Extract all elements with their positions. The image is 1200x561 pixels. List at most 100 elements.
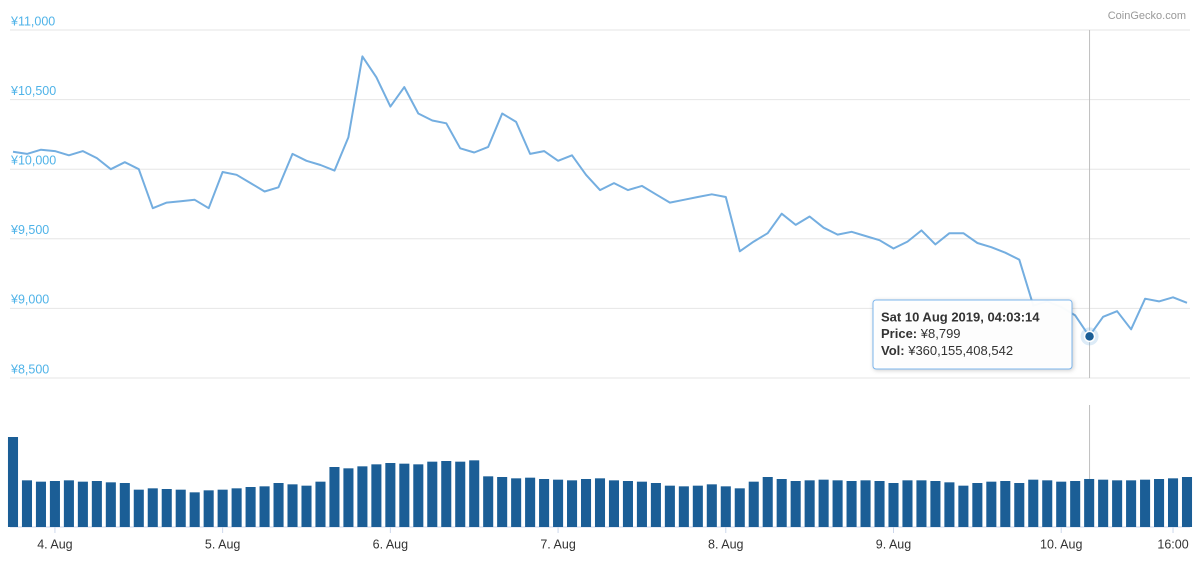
- volume-bar: [441, 461, 452, 527]
- volume-bar: [385, 463, 396, 527]
- volume-bar: [902, 480, 913, 527]
- volume-bar: [664, 485, 675, 527]
- volume-bar: [720, 486, 731, 527]
- volume-bar: [147, 488, 158, 527]
- x-tick-label: 6. Aug: [373, 537, 408, 551]
- volume-bars: [7, 437, 1193, 527]
- y-tick-label: ¥11,000: [10, 14, 55, 28]
- tooltip-box: [872, 299, 1073, 370]
- volume-bar: [1042, 480, 1053, 527]
- x-tick-label: 4. Aug: [37, 537, 72, 551]
- volume-bar: [133, 489, 144, 527]
- volume-bar: [315, 481, 326, 527]
- volume-bar: [692, 485, 703, 527]
- volume-bar: [678, 486, 689, 527]
- y-tick-label: ¥9,500: [10, 223, 49, 237]
- volume-bar: [1098, 479, 1109, 527]
- tooltip-volume: Vol: ¥360,155,408,542: [881, 343, 1013, 358]
- volume-bar: [818, 479, 829, 527]
- volume-bar: [21, 480, 33, 527]
- volume-bar: [273, 483, 284, 527]
- volume-bar: [832, 480, 843, 527]
- volume-bar: [1154, 479, 1165, 527]
- volume-bar: [35, 481, 46, 527]
- tooltip-date: Sat 10 Aug 2019, 04:03:14: [881, 309, 1040, 324]
- volume-bar: [636, 481, 647, 527]
- volume-bar: [986, 481, 997, 527]
- credits: CoinGecko.com: [1108, 10, 1186, 22]
- price-line: [12, 55, 1188, 338]
- volume-bar: [1000, 481, 1011, 527]
- tooltip: Sat 10 Aug 2019, 04:03:14 Price: ¥8,799 …: [872, 299, 1073, 370]
- volume-bar: [105, 482, 116, 527]
- volume-bar: [580, 479, 592, 527]
- volume-bar: [203, 490, 214, 527]
- x-tick-label: 9. Aug: [876, 537, 911, 551]
- volume-bar: [427, 461, 438, 527]
- volume-bar: [119, 483, 130, 527]
- volume-bar: [217, 489, 228, 527]
- volume-bar: [511, 478, 522, 527]
- grid: ¥8,500 ¥9,000 ¥9,500 ¥10,000 ¥10,500 ¥11,000 4…: [10, 14, 1190, 551]
- tooltip-price-value: ¥8,799: [920, 326, 961, 341]
- y-tick-label: ¥8,500: [10, 362, 49, 376]
- volume-bar: [706, 484, 717, 527]
- volume-bar: [371, 464, 382, 527]
- volume-bar: [413, 464, 424, 527]
- y-tick-label: ¥9,000: [10, 293, 49, 307]
- volume-bar: [804, 480, 815, 527]
- volume-bar: [1028, 479, 1039, 527]
- volume-bar: [189, 492, 200, 527]
- x-tick-label: 5. Aug: [205, 537, 240, 551]
- tooltip-volume-label: Vol:: [881, 343, 905, 358]
- volume-bar: [7, 437, 19, 527]
- volume-bar: [916, 480, 927, 527]
- volume-bar: [329, 467, 340, 527]
- price-lines: [12, 55, 1188, 346]
- volume-bar: [175, 489, 186, 527]
- tooltip-price: Price: ¥8,799: [881, 326, 961, 341]
- volume-bar: [944, 482, 955, 527]
- volume-bar: [483, 476, 494, 527]
- volume-bar: [846, 481, 857, 527]
- y-tick-label: ¥10,000: [10, 153, 56, 167]
- volume-bar: [1167, 478, 1179, 527]
- volume-bar: [245, 487, 256, 527]
- y-tick-label: ¥10,500: [10, 84, 56, 98]
- volume-bar: [1056, 481, 1067, 527]
- x-tick-label: 7. Aug: [540, 537, 575, 551]
- hover-point: [1083, 330, 1096, 343]
- volume-bar: [553, 479, 564, 527]
- volume-bar: [497, 477, 508, 527]
- volume-bar: [622, 481, 633, 527]
- volume-bar: [594, 478, 606, 527]
- volume-bar: [1140, 479, 1151, 527]
- volume-bar: [77, 481, 88, 527]
- volume-bar: [567, 480, 578, 527]
- x-tick-label: 10. Aug: [1040, 537, 1082, 551]
- tooltip-price-label: Price:: [881, 326, 917, 341]
- volume-bar: [1070, 481, 1081, 527]
- volume-bar: [231, 488, 242, 527]
- volume-bar: [1084, 478, 1095, 527]
- volume-bar: [958, 485, 969, 527]
- x-tick-label: 16:00: [1157, 537, 1188, 551]
- volume-bar: [608, 480, 620, 527]
- volume-bar: [357, 466, 368, 527]
- volume-bar: [790, 481, 801, 527]
- volume-bar: [734, 488, 745, 527]
- volume-bar: [762, 477, 773, 527]
- volume-bar: [161, 489, 172, 527]
- volume-bar: [776, 479, 787, 527]
- volume-bar: [525, 477, 536, 527]
- volume-bar: [259, 486, 270, 527]
- volume-bar: [930, 481, 941, 527]
- volume-bar: [49, 481, 60, 527]
- volume-bar: [469, 460, 480, 527]
- volume-bar: [455, 461, 466, 527]
- volume-bar: [399, 463, 410, 527]
- volume-bar: [650, 483, 661, 527]
- volume-bar: [1126, 480, 1137, 527]
- volume-bar: [888, 483, 899, 527]
